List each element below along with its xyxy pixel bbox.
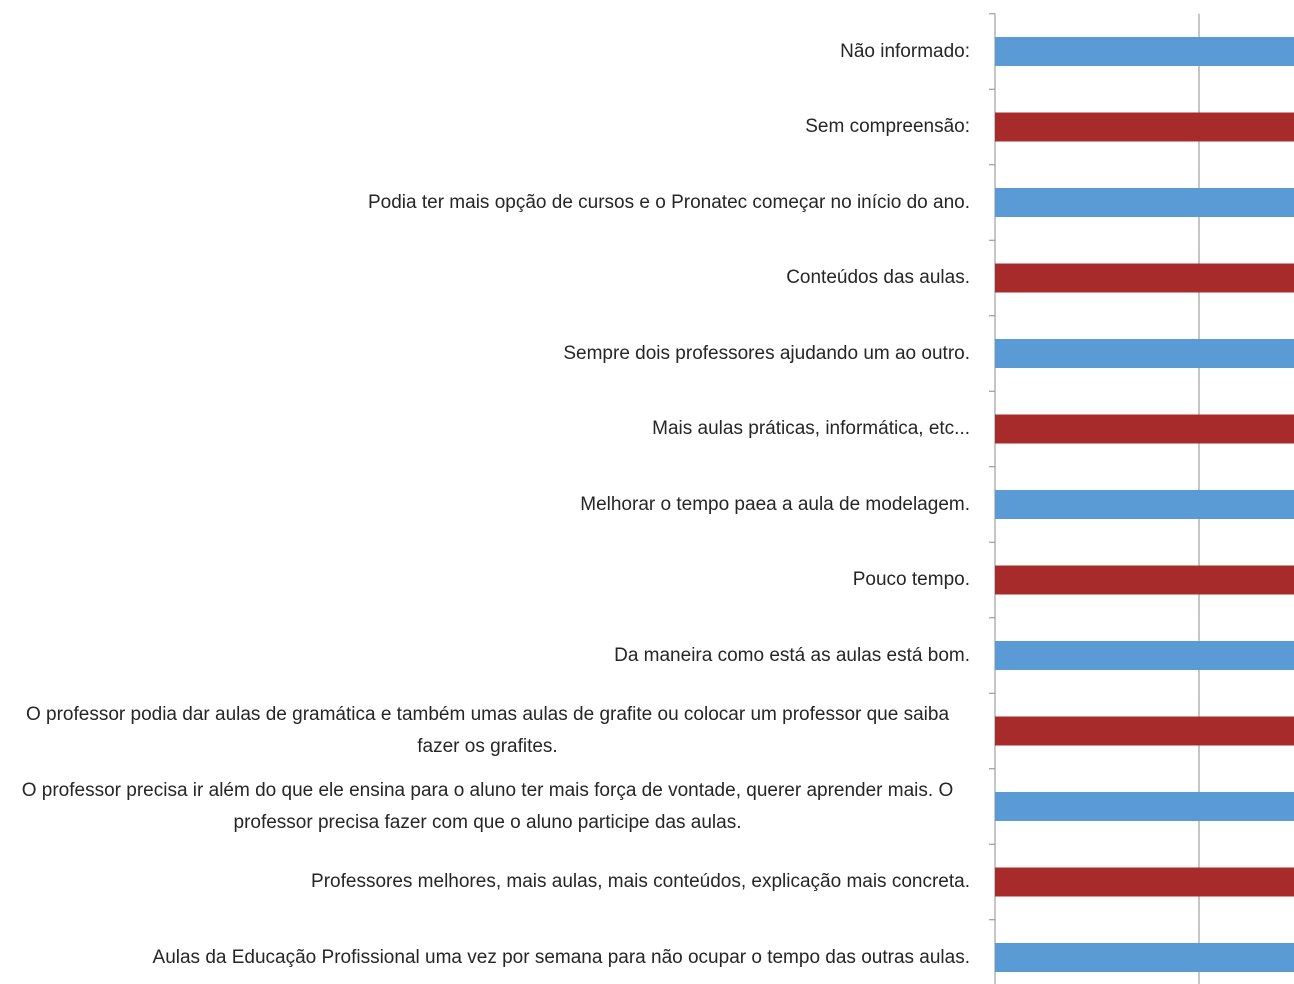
- category-label-box: Não informado:: [0, 12, 970, 92]
- bar: [995, 188, 1294, 217]
- category-label-box: Sem compreensão:: [0, 87, 970, 167]
- category-label: Pouco tempo.: [852, 569, 970, 590]
- bar: [995, 792, 1294, 821]
- bar: [995, 565, 1294, 595]
- category-label: Não informado:: [840, 40, 970, 62]
- category-label: Mais aulas práticas, informática, etc...: [652, 418, 970, 439]
- category-label: Da maneira como está as aulas está bom.: [614, 644, 970, 666]
- category-label: Professores melhores, mais aulas, mais c…: [311, 871, 970, 892]
- category-label-box: Aulas da Educação Profissional uma vez p…: [0, 918, 970, 984]
- category-label: Sem compreensão:: [805, 116, 970, 137]
- category-label-box: O professor podia dar aulas de gramática…: [0, 691, 970, 771]
- category-label-box: Professores melhores, mais aulas, mais c…: [0, 842, 970, 922]
- category-label-box: O professor precisa ir além do que ele e…: [0, 767, 970, 847]
- bar: [995, 867, 1294, 897]
- category-label: Podia ter mais opção de cursos e o Prona…: [367, 191, 970, 213]
- category-label-box: Sempre dois professores ajudando um ao o…: [0, 314, 970, 394]
- category-label: Aulas da Educação Profissional uma vez p…: [152, 946, 970, 968]
- bar: [995, 263, 1294, 293]
- category-label-box: Mais aulas práticas, informática, etc...: [0, 389, 970, 469]
- bar: [995, 716, 1294, 746]
- bar: [995, 339, 1294, 368]
- category-label: O professor precisa ir além do que ele e…: [21, 779, 954, 833]
- category-label: Melhorar o tempo paea a aula de modelage…: [580, 493, 970, 515]
- category-label-box: Da maneira como está as aulas está bom.: [0, 616, 970, 696]
- category-label: Conteúdos das aulas.: [786, 267, 970, 288]
- bars: [995, 37, 1294, 972]
- bar: [995, 943, 1294, 972]
- bar: [995, 414, 1294, 444]
- category-label-box: Melhorar o tempo paea a aula de modelage…: [0, 465, 970, 545]
- category-label: Sempre dois professores ajudando um ao o…: [563, 342, 970, 364]
- category-label: O professor podia dar aulas de gramática…: [25, 704, 950, 757]
- category-label-box: Conteúdos das aulas.: [0, 238, 970, 318]
- category-label-box: Pouco tempo.: [0, 540, 970, 620]
- bar: [995, 112, 1294, 142]
- bar: [995, 641, 1294, 670]
- category-label-box: Podia ter mais opção de cursos e o Prona…: [0, 163, 970, 243]
- bar: [995, 37, 1294, 66]
- bar: [995, 490, 1294, 519]
